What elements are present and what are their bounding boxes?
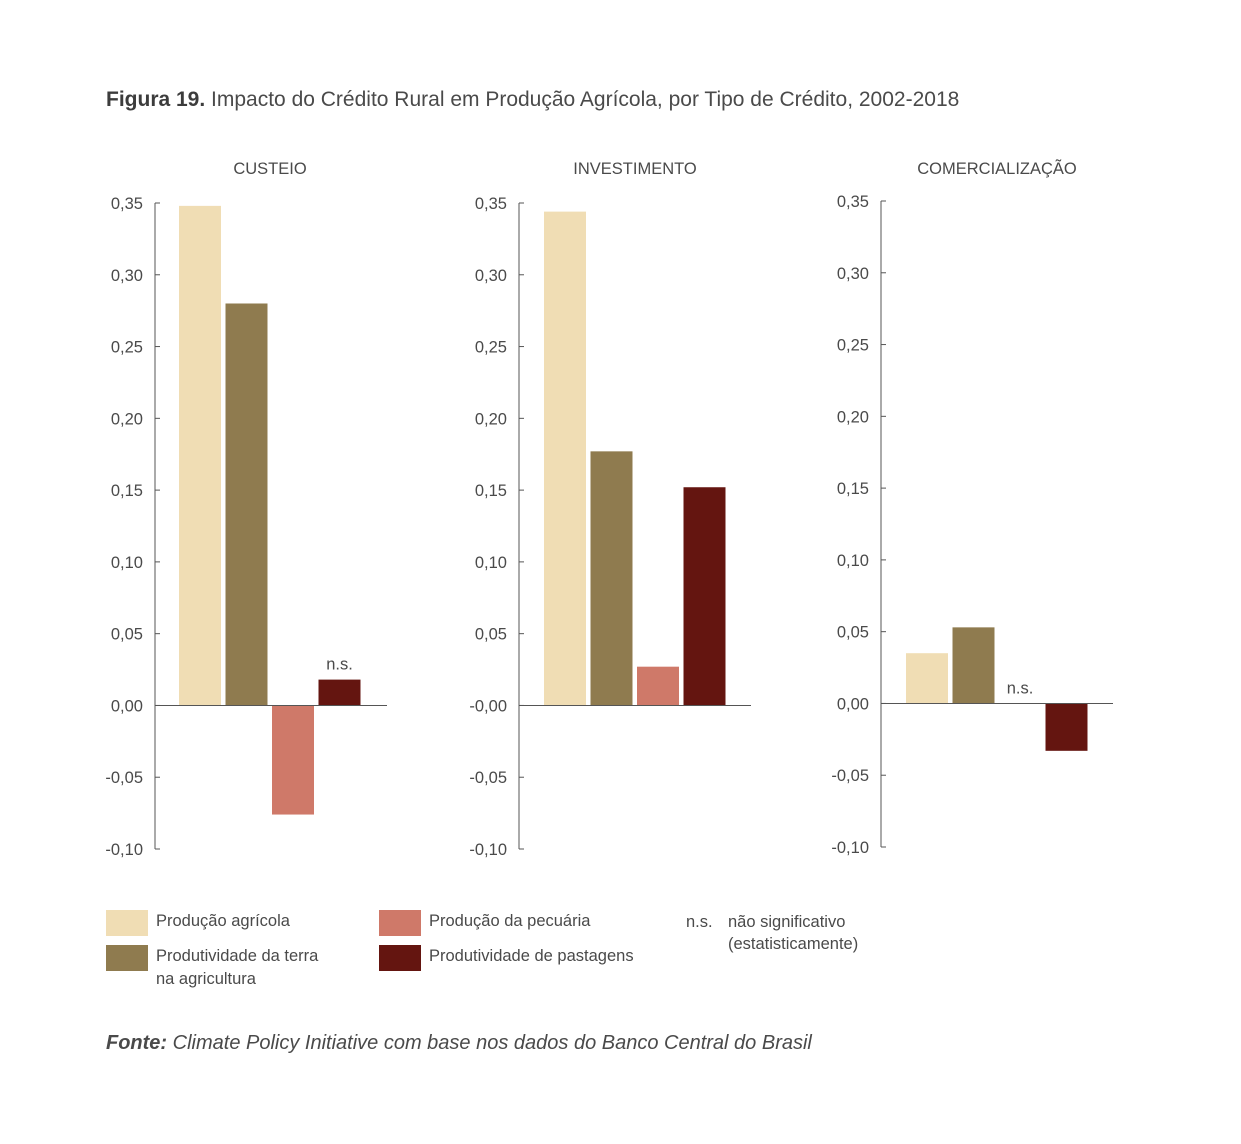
chart-title: CUSTEIO: [233, 160, 307, 178]
y-tick-label: 0,20: [475, 410, 507, 428]
figure-title-prefix: Figura 19.: [106, 88, 206, 111]
bar-annotation: n.s.: [1007, 679, 1034, 697]
y-tick-label: -0,10: [469, 841, 507, 859]
y-tick-label: 0,25: [837, 337, 869, 355]
bar: [225, 303, 268, 706]
y-tick-label: 0,05: [837, 624, 869, 642]
chart-panel-0: CUSTEIO 0,35 0,30 0,25 0,20 0,15 0,10 0,05 0,00 -…: [105, 160, 387, 859]
legend-item-producao-pecuaria: Produção da pecuária: [379, 910, 590, 936]
y-tick-label: 0,20: [837, 408, 869, 426]
y-tick-label: -0,05: [831, 767, 869, 785]
y-tick-label: 0,10: [837, 552, 869, 570]
y-tick-label: 0,25: [475, 339, 507, 357]
source-note: Fonte: Climate Policy Initiative com bas…: [106, 1032, 812, 1055]
y-tick-label: 0,35: [475, 195, 507, 213]
y-tick-label: 0,35: [111, 195, 143, 213]
bar: [906, 653, 948, 704]
y-tick-label: 0,35: [837, 193, 869, 211]
bar: [683, 487, 726, 706]
legend-swatch: [106, 910, 148, 936]
y-tick-label: -0,10: [831, 839, 869, 857]
bar: [272, 705, 314, 815]
legend-label: Produtividade da terra na agricultura: [156, 947, 319, 988]
y-tick-label: 0,15: [475, 482, 507, 500]
legend-swatch: [106, 945, 148, 971]
y-tick-label: 0,10: [475, 554, 507, 572]
y-tick-label: 0,15: [837, 480, 869, 498]
legend-swatch: [379, 945, 421, 971]
bar: [952, 627, 995, 704]
legend-item-produtividade-terra: Produtividade da terra na agricultura: [106, 945, 318, 991]
source-prefix: Fonte:: [106, 1032, 168, 1054]
y-tick-label: 0,20: [111, 410, 143, 428]
chart-panel-1: INVESTIMENTO 0,35 0,30 0,25 0,20 0,15 0,10 0,05…: [469, 160, 751, 859]
ns-note: n.s. não significativo (estatisticamente): [686, 911, 858, 955]
ns-description: não significativo (estatisticamente): [728, 913, 859, 953]
legend-label: Produtividade de pastagens: [429, 947, 634, 965]
y-tick-label: -0,05: [469, 769, 507, 787]
legend-item-produtividade-pastagens: Produtividade de pastagens: [379, 945, 634, 971]
y-tick-label: 0,00: [111, 697, 143, 715]
bar: [179, 205, 221, 706]
y-tick-label: 0,10: [111, 554, 143, 572]
y-tick-label: 0,30: [111, 267, 143, 285]
bar: [637, 666, 679, 706]
y-tick-label: -0,05: [105, 769, 143, 787]
bar: [544, 211, 586, 706]
y-tick-label: -0,10: [105, 841, 143, 859]
bar-annotation: n.s.: [326, 656, 353, 674]
legend-label: Produção da pecuária: [429, 912, 591, 930]
y-tick-label: 0,05: [475, 626, 507, 644]
chart-title: INVESTIMENTO: [573, 160, 697, 178]
ns-abbr: n.s.: [686, 913, 713, 931]
legend-item-producao-agricola: Produção agrícola: [106, 910, 290, 936]
chart-panel-2: COMERCIALIZAÇÃO 0,35 0,30 0,25 0,20 0,15 0,10 0…: [831, 158, 1113, 857]
legend-label: Produção agrícola: [156, 912, 290, 930]
y-tick-label: 0,15: [111, 482, 143, 500]
bar: [590, 451, 633, 706]
bar: [1045, 703, 1088, 751]
source-text: Climate Policy Initiative com base nos d…: [167, 1032, 812, 1054]
y-tick-label: 0,30: [837, 265, 869, 283]
y-tick-label: -0,00: [469, 697, 507, 715]
y-tick-label: 0,30: [475, 267, 507, 285]
figure-title: Figura 19. Impacto do Crédito Rural em P…: [106, 88, 959, 112]
y-tick-label: 0,00: [837, 695, 869, 713]
y-tick-label: 0,05: [111, 626, 143, 644]
legend-swatch: [379, 910, 421, 936]
chart-title: COMERCIALIZAÇÃO: [917, 158, 1077, 178]
y-tick-label: 0,25: [111, 339, 143, 357]
figure-title-text: Impacto do Crédito Rural em Produção Agr…: [205, 88, 960, 111]
bar: [318, 679, 361, 706]
